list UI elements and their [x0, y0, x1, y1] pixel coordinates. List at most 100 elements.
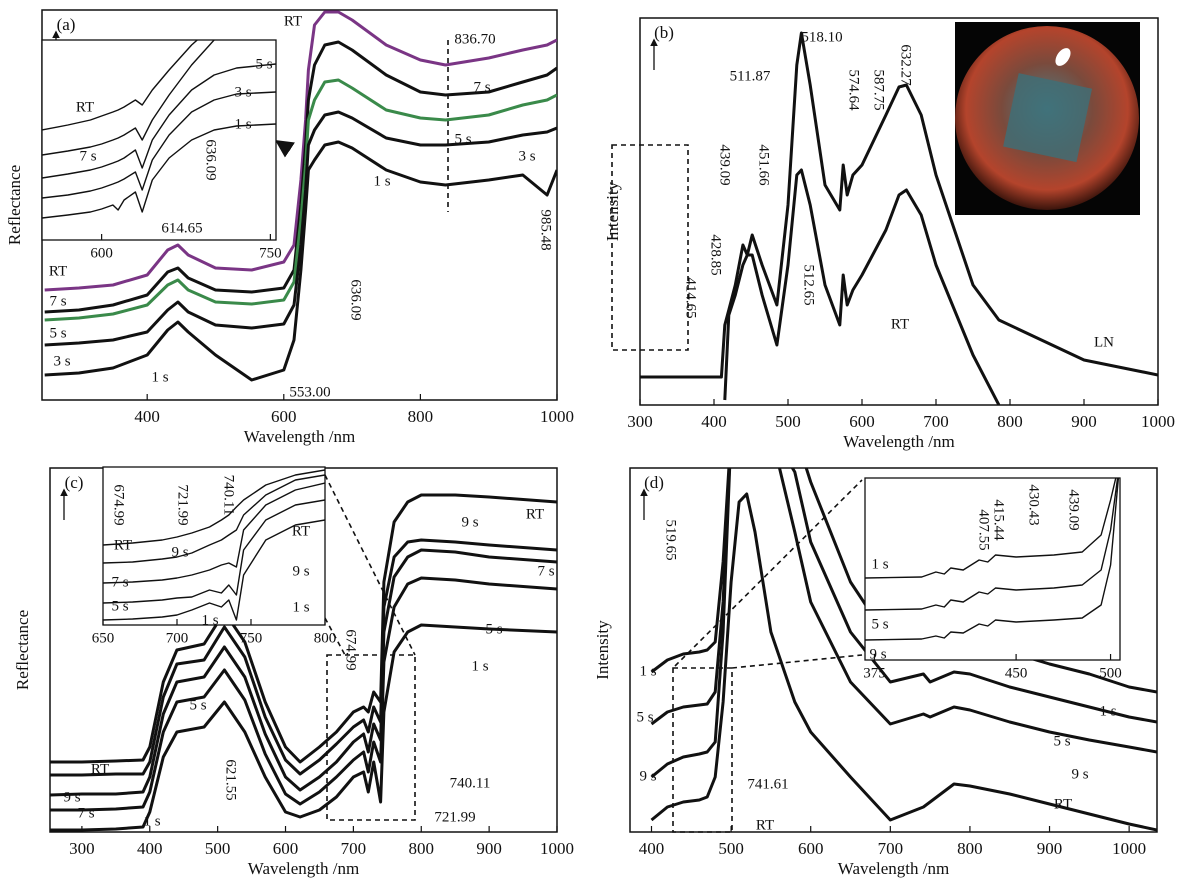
- series-line: [103, 474, 325, 564]
- zoom-guides: [275, 40, 863, 833]
- series-label: 5 s: [1053, 733, 1070, 749]
- x-tick-label: 1000: [1112, 839, 1146, 858]
- annotation: 740.11: [450, 775, 491, 791]
- x-tick-label: 600: [90, 245, 113, 261]
- series-line: [44, 140, 557, 382]
- series-line: [650, 468, 1157, 779]
- y-axis-label: Intensity: [593, 620, 612, 680]
- annotation: 553.00: [289, 384, 330, 400]
- x-tick-label: 600: [798, 839, 824, 858]
- series-label: 9 s: [639, 768, 656, 784]
- series-label: 1 s: [292, 599, 309, 615]
- series-label: 1 s: [373, 173, 390, 189]
- series-label: 3 s: [518, 148, 535, 164]
- annotation: 430.43: [1026, 484, 1042, 525]
- series-label: 7 s: [49, 293, 66, 309]
- series-label: 1 s: [151, 369, 168, 385]
- series-label: 5 s: [189, 697, 206, 713]
- series-line: [42, 123, 276, 219]
- series-label: LN: [1094, 334, 1114, 350]
- x-tick-label: 800: [314, 630, 337, 646]
- series-line: [50, 576, 557, 812]
- x-tick-label: 500: [775, 412, 801, 431]
- x-tick-label: 900: [1071, 412, 1097, 431]
- series-label: RT: [756, 817, 774, 833]
- series-label: 9 s: [171, 544, 188, 560]
- series-label: 7 s: [79, 148, 96, 164]
- inset-chart: 600 750 RT 7 s 5 s3 s 1 s 636.09 614.65: [41, 39, 282, 261]
- series-line: [865, 478, 1120, 641]
- plot-frame: [864, 477, 1121, 661]
- x-tick-label: 700: [166, 630, 189, 646]
- series-line: [103, 469, 325, 546]
- series-label: 5 s: [111, 598, 128, 614]
- x-tick-label: 800: [957, 839, 983, 858]
- series-line: [50, 493, 557, 764]
- plot-frame: [41, 39, 277, 241]
- annotation: 740.11: [221, 475, 237, 516]
- x-tick-label: 1000: [540, 839, 574, 858]
- annotation: 519.65: [663, 519, 679, 560]
- series-line: [50, 548, 557, 797]
- panel-label: (b): [654, 23, 674, 42]
- y-axis-label: Reflectance: [13, 610, 32, 690]
- x-tick-label: 750: [240, 630, 263, 646]
- series-label: 5 s: [636, 709, 653, 725]
- x-tick-label: 650: [92, 630, 115, 646]
- series-label: RT: [292, 523, 310, 539]
- series-label: 9 s: [63, 789, 80, 805]
- x-tick-label: 375: [863, 665, 886, 681]
- plot-frame: [639, 17, 1159, 406]
- annotation: 721.99: [175, 484, 191, 525]
- series-label: RT: [284, 13, 302, 29]
- series-line: [103, 519, 325, 621]
- series-line: [103, 482, 325, 584]
- x-tick-label: 1000: [540, 407, 574, 426]
- annotation: 636.09: [348, 279, 364, 320]
- y-axis-label: Reflectance: [5, 165, 24, 245]
- series-label: 1 s: [471, 658, 488, 674]
- x-tick-label: 700: [923, 412, 949, 431]
- x-axis-label: Wavelength /nm: [843, 432, 954, 451]
- x-tick-label: 1000: [1141, 412, 1175, 431]
- series-line: [42, 91, 276, 199]
- y-axis-label: Intensity: [603, 181, 622, 241]
- annotation: 674.99: [343, 629, 359, 670]
- series-label: RT: [1054, 796, 1072, 812]
- series-label: 5 s: [49, 325, 66, 341]
- series-label: 3 s: [53, 353, 70, 369]
- series-line: [42, 63, 276, 179]
- series-line: [865, 478, 1119, 611]
- x-tick-label: 500: [718, 839, 744, 858]
- series-line: [650, 492, 1157, 832]
- x-tick-label: 400: [639, 839, 665, 858]
- annotation: 512.65: [801, 264, 817, 305]
- x-tick-label: 500: [205, 839, 231, 858]
- series-line: [865, 478, 1117, 579]
- series-line: [103, 499, 325, 604]
- photo-inset: [955, 22, 1140, 215]
- x-axis-label: Wavelength /nm: [838, 859, 949, 878]
- series-label: 5 s: [255, 56, 272, 72]
- x-tick-label: 800: [409, 839, 435, 858]
- series-label: RT: [76, 99, 94, 115]
- annotation: 674.99: [111, 484, 127, 525]
- x-tick-label: 900: [476, 839, 502, 858]
- series-label: 1 s: [871, 556, 888, 572]
- annotation: 439.09: [1066, 489, 1082, 530]
- series-label: 7 s: [77, 805, 94, 821]
- annotation: 415.44: [991, 499, 1007, 541]
- series-label: 9 s: [1071, 766, 1088, 782]
- panel-label: (a): [57, 15, 76, 34]
- x-tick-label: 450: [1005, 665, 1028, 681]
- annotation: 439.09: [717, 144, 733, 185]
- panel-label: (c): [65, 473, 84, 492]
- series-label: 3 s: [234, 84, 251, 100]
- x-tick-label: 400: [701, 412, 727, 431]
- series-line: [50, 623, 557, 832]
- annotation: 511.87: [730, 68, 771, 84]
- series-label: RT: [891, 316, 909, 332]
- x-tick-label: 700: [341, 839, 367, 858]
